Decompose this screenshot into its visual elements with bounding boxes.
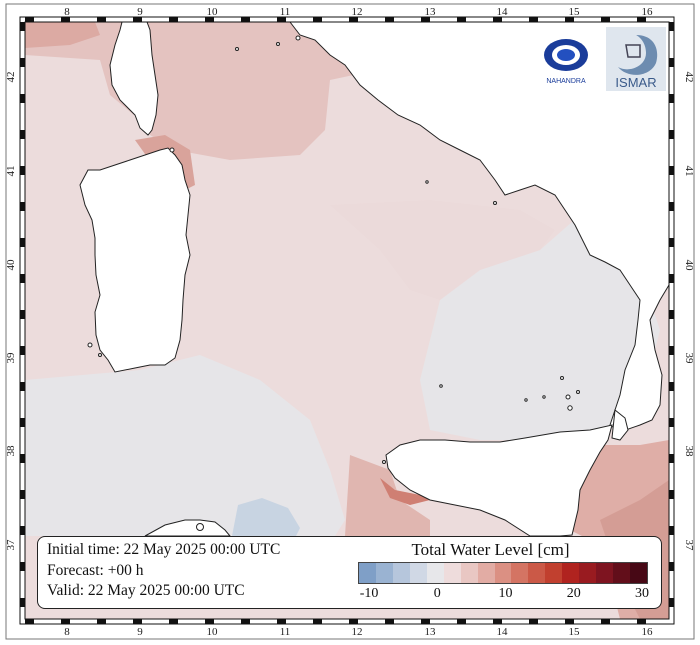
colorbar-cell (579, 563, 597, 583)
lon-tick-label-bottom: 10 (207, 626, 219, 638)
lon-tick-label-top: 12 (352, 6, 363, 18)
nahandra-logo-text: NAHANDRA (546, 78, 586, 85)
island-maddalena (169, 147, 175, 153)
colorbar-cell (511, 563, 529, 583)
island-capri (493, 201, 497, 205)
colorbar-cell (359, 563, 376, 583)
colorbar-cell (477, 563, 495, 583)
colorbar-cell (409, 563, 427, 583)
lon-tick-label-bottom: 8 (64, 626, 70, 638)
lon-tick-label-top: 10 (207, 6, 219, 18)
sea-zone-sicily-coast (380, 478, 430, 505)
colorbar-cell (528, 563, 546, 583)
colorbar-cell (460, 563, 478, 583)
lon-tick-label-top: 11 (280, 6, 291, 18)
island-eolie-6 (524, 398, 528, 402)
lat-tick-label-right: 38 (683, 446, 695, 458)
island-eolie-5 (542, 395, 546, 399)
sicily (385, 424, 613, 537)
forecast-text: Forecast: +00 h (47, 562, 144, 579)
colorbar-tick-label: 0 (433, 586, 441, 601)
island-sant-antioco (98, 353, 102, 357)
island-eolie-3 (567, 405, 573, 411)
island-small-1 (276, 42, 280, 46)
lat-tick-label-right: 39 (683, 353, 695, 365)
lon-tick-label-bottom: 12 (352, 626, 363, 638)
island-ponza (425, 180, 429, 184)
lon-tick-label-bottom: 16 (642, 626, 654, 638)
initial-time-text: Initial time: 22 May 2025 00:00 UTC (47, 541, 281, 558)
sea-zone-center-band (330, 200, 555, 300)
calabria (611, 409, 629, 441)
lon-tick-label-top: 8 (64, 6, 70, 18)
island-eolie-2 (565, 394, 571, 400)
map-frame (5, 3, 695, 640)
tunisia-coast (144, 519, 232, 537)
lat-tick-label-left: 41 (5, 166, 17, 177)
colorbar-tick-label: 20 (566, 586, 581, 601)
legend-box: Initial time: 22 May 2025 00:00 UTC Fore… (37, 536, 662, 609)
sea-zone-northwest (25, 22, 100, 48)
colorbar-cell (562, 563, 580, 583)
sea-zone-southwest-grey (25, 355, 345, 536)
colorbar-cell (613, 563, 630, 583)
corsica (109, 21, 159, 136)
axis-tick-labels: 8 8 9 9 10 10 11 11 12 12 13 13 14 14 15 15 16 16 42 42 41 41… (5, 6, 695, 638)
nahandra-logo: NAHANDRA (530, 27, 602, 91)
lat-tick-label-left: 42 (5, 72, 17, 83)
lon-tick-label-top: 16 (642, 6, 654, 18)
colorbar (358, 562, 648, 584)
colorbar-cell (392, 563, 410, 583)
island-asinara (87, 342, 93, 348)
island-egadi (382, 460, 386, 464)
sea-zone-blue (232, 498, 300, 536)
sea-zone-south-pink (345, 455, 430, 536)
island-small-2 (235, 47, 239, 51)
lon-tick-label-top: 14 (497, 6, 509, 18)
colorbar-cell (596, 563, 614, 583)
lat-tick-label-left: 37 (5, 539, 17, 551)
colorbar-cell (426, 563, 444, 583)
lon-tick-label-bottom: 9 (137, 626, 143, 638)
lat-tick-label-right: 41 (683, 166, 695, 177)
colorbar-cell (443, 563, 461, 583)
lat-tick-label-right: 40 (683, 260, 695, 272)
lon-tick-label-bottom: 13 (425, 626, 437, 638)
colorbar-tick-label: 30 (635, 586, 649, 601)
sea-zone-east-grey (420, 210, 660, 440)
ismar-logo-text: ISMAR (615, 75, 656, 90)
colorbar-cell (375, 563, 393, 583)
lon-tick-label-bottom: 14 (497, 626, 509, 638)
colorbar-cell (494, 563, 512, 583)
ismar-logo: ISMAR (606, 27, 666, 91)
colorbar-cell (545, 563, 563, 583)
lon-tick-label-bottom: 11 (280, 626, 291, 638)
colorbar-title: Total Water Level [cm] (411, 540, 570, 559)
lat-tick-label-left: 38 (5, 445, 17, 457)
island-pantelleria (196, 523, 204, 531)
lat-tick-label-left: 39 (5, 352, 17, 364)
colorbar-cell (630, 563, 647, 583)
island-eolie-1 (560, 376, 564, 380)
lat-tick-label-left: 40 (5, 259, 17, 271)
lat-tick-label-right: 37 (683, 540, 695, 552)
lon-tick-label-top: 15 (569, 6, 581, 18)
lon-tick-label-bottom: 15 (569, 626, 581, 638)
lon-tick-label-top: 9 (137, 6, 143, 18)
land (79, 21, 670, 537)
sardinia (79, 147, 191, 373)
lat-tick-label-right: 42 (683, 72, 695, 83)
island-eolie-4 (576, 390, 580, 394)
colorbar-tick-label: -10 (359, 586, 379, 601)
valid-time-text: Valid: 22 May 2025 00:00 UTC (47, 582, 245, 599)
italy-mainland (288, 21, 670, 433)
colorbar-tick-label: 10 (498, 586, 513, 601)
lon-tick-label-top: 13 (425, 6, 437, 18)
frame-ticks (20, 17, 674, 624)
island-elba (295, 35, 301, 41)
island-ustica (439, 384, 443, 388)
